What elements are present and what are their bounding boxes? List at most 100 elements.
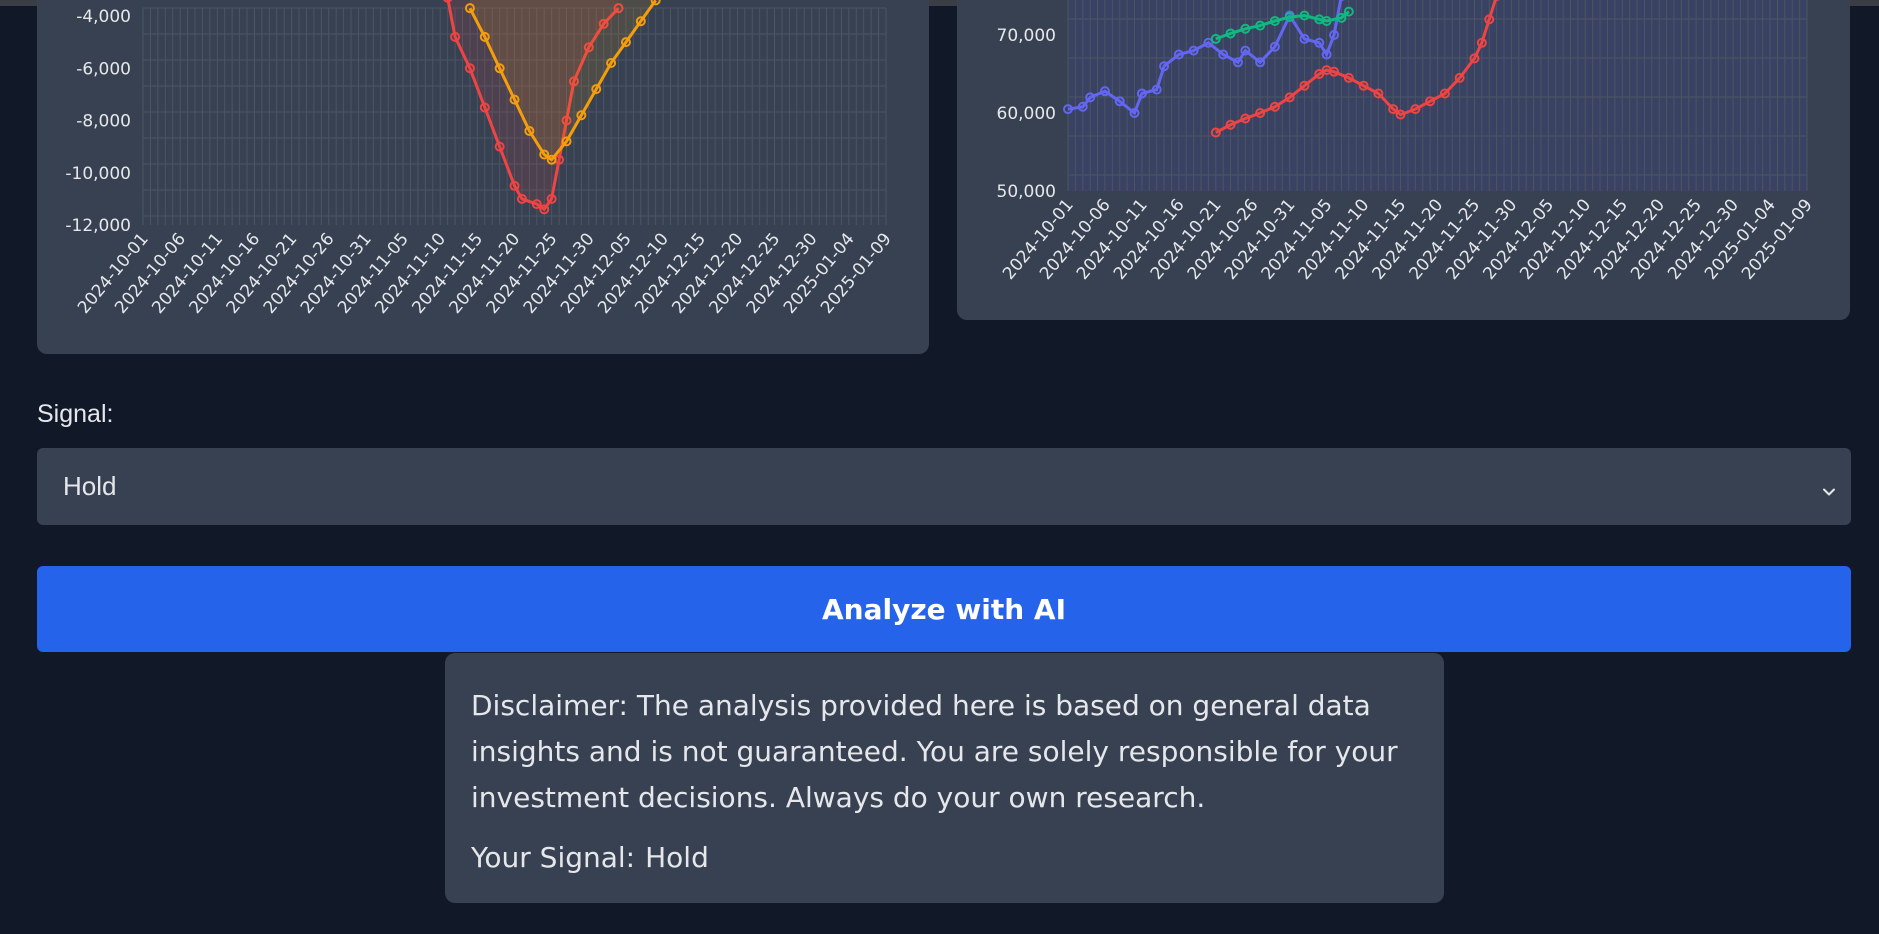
right-chart-series-point: [1129, 108, 1140, 118]
right-chart-series-point: [1136, 88, 1147, 99]
right-chart-series-point: [1255, 57, 1266, 68]
right-chart-series-point: [1329, 66, 1340, 77]
right-chart-series-point: [1425, 96, 1436, 107]
right-chart-series-line: [1215, 0, 1497, 134]
left-chart-series-point: [464, 63, 475, 74]
right-chart-series-point: [1225, 28, 1236, 39]
right-chart-series-point: [1218, 49, 1229, 60]
your-signal-value: Hold: [645, 841, 709, 874]
chart-card-left: -4,000 -6,000 -8,000 -10,000 -12,000 2024-10-…: [37, 0, 929, 354]
right-chart-series-point: [1299, 80, 1310, 91]
right-chart-series-point: [1476, 37, 1487, 48]
chart-card-right: 70,000 60,000 50,000 2024-10-01 2024-10-06 20…: [957, 0, 1850, 320]
right-chart-series-point: [1314, 69, 1325, 79]
left-chart-series-point: [561, 136, 572, 147]
right-chart-series-point: [1255, 20, 1266, 31]
left-chart-series-area: [469, 0, 656, 160]
right-chart-series-point: [1373, 88, 1384, 99]
right-chart-series-point: [1240, 113, 1251, 124]
right-chart-series-point: [1284, 12, 1295, 23]
right-chart-series-line: [1067, 0, 1343, 116]
left-chart-series-point: [524, 125, 535, 136]
left-chart-series-point: [546, 154, 557, 165]
right-chart-series-point: [1159, 61, 1170, 72]
right-chart-series-point: [1099, 86, 1110, 97]
right-chart-y-tick: 60,000: [997, 104, 1056, 124]
right-chart-series-point: [1454, 72, 1465, 83]
left-chart-series-point: [516, 193, 527, 204]
right-chart-series-point: [1484, 14, 1495, 25]
right-chart-series-point: [1203, 37, 1214, 48]
right-chart-series-point: [1321, 15, 1332, 26]
right-chart-series-point: [1269, 101, 1280, 112]
signal-select-value: Hold: [63, 471, 117, 501]
right-chart-series-point: [1232, 57, 1243, 68]
right-chart-series-point: [1151, 84, 1162, 95]
right-chart-series-point: [1173, 49, 1184, 60]
left-chart-series-point: [598, 18, 609, 29]
right-chart-series-point: [1210, 33, 1221, 44]
your-signal-label: Your Signal:: [471, 841, 636, 874]
your-signal: Your Signal: Hold: [471, 835, 1418, 881]
signal-label: Signal:: [37, 400, 114, 428]
right-chart-series-point: [1188, 45, 1199, 56]
right-chart-series-point: [1299, 33, 1310, 44]
right-chart-series-point: [1114, 96, 1125, 107]
left-chart-series-point: [539, 204, 550, 215]
right-chart-series-point: [1469, 53, 1480, 64]
left-chart-y-tick: -12,000: [65, 216, 131, 236]
left-chart-series-point: [635, 16, 646, 27]
right-chart-series-point: [1225, 119, 1236, 130]
right-chart-series-point: [1085, 92, 1096, 103]
left-chart-series-point: [650, 0, 661, 6]
left-chart-series-point: [494, 63, 505, 74]
right-chart-series-point: [1269, 15, 1280, 26]
left-chart-y-tick: -8,000: [76, 112, 131, 132]
right-chart-series-point: [1269, 41, 1280, 52]
right-chart-series-point: [1329, 30, 1340, 40]
right-chart-series-point: [1240, 45, 1251, 56]
left-chart-series-point: [606, 58, 617, 69]
left-chart-series-point: [546, 193, 557, 204]
left-chart-y-tick: -10,000: [65, 164, 131, 184]
disclaimer-text: Disclaimer: The analysis provided here i…: [471, 689, 1398, 814]
right-chart-y-tick: 70,000: [997, 26, 1056, 46]
line-chart-right: 70,00060,00050,0002024-10-012024-10-0620…: [997, 0, 1817, 284]
analyze-button[interactable]: Analyze with AI: [37, 566, 1851, 652]
left-chart-series-point: [464, 3, 475, 14]
right-chart-y-tick: 50,000: [997, 182, 1056, 202]
right-chart-series-point: [1358, 80, 1369, 91]
right-chart-series-point: [1343, 72, 1354, 83]
analysis-result: Disclaimer: The analysis provided here i…: [445, 653, 1444, 903]
left-chart-y-tick: -6,000: [76, 59, 131, 79]
left-chart-series-point: [509, 94, 520, 105]
signal-select[interactable]: Hold: [37, 448, 1851, 525]
chevron-down-icon: [1821, 476, 1837, 507]
left-chart-series-point: [583, 42, 594, 53]
left-chart-series-point: [561, 115, 572, 126]
right-chart-series-point: [1314, 37, 1325, 48]
right-chart-series-point: [1395, 109, 1406, 120]
right-chart-series-point: [1210, 127, 1221, 138]
right-chart-series-point: [1255, 108, 1266, 118]
right-chart-series-point: [1439, 88, 1450, 99]
right-chart-series-point: [1063, 104, 1073, 115]
right-chart-series-point: [1077, 101, 1088, 112]
right-chart-series-point: [1336, 12, 1347, 23]
left-chart-series-point: [531, 199, 542, 210]
left-chart-series-point: [539, 149, 550, 160]
right-chart-series-point: [1299, 10, 1310, 21]
left-chart-series-point: [576, 110, 587, 121]
right-chart-series-point: [1343, 6, 1354, 17]
left-chart-series-point: [509, 180, 520, 191]
left-chart-series-point: [613, 3, 624, 14]
left-chart-series-point: [494, 141, 505, 152]
left-chart-series-point: [620, 37, 631, 48]
left-chart-series-point: [443, 0, 453, 3]
right-chart-series-point: [1240, 23, 1251, 34]
left-chart-series-point: [568, 76, 579, 87]
left-chart-series-point: [479, 102, 490, 113]
right-chart-series-point: [1410, 104, 1421, 115]
left-chart-series-point: [479, 31, 490, 42]
line-chart-left: -4,000-6,000-8,000-10,000-12,0002024-10-…: [65, 0, 896, 318]
